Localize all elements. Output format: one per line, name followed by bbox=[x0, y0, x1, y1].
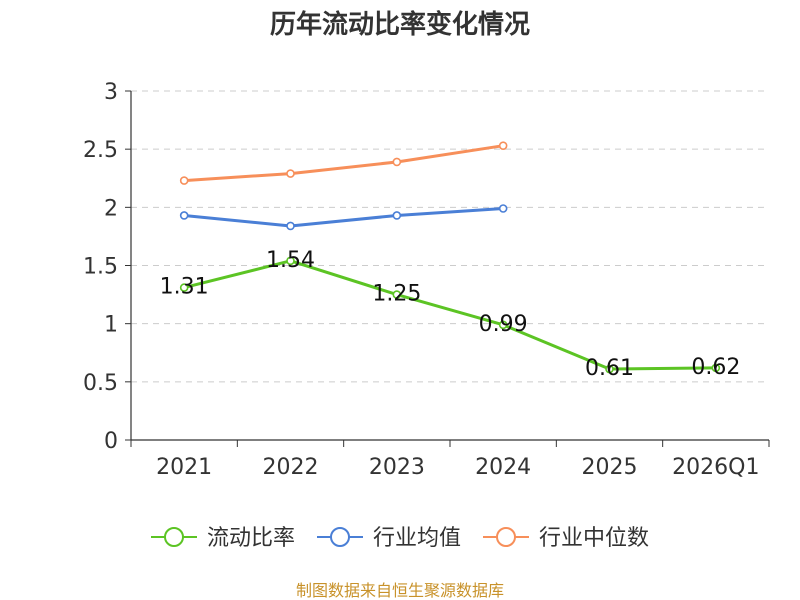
legend-label: 流动比率 bbox=[207, 526, 295, 551]
y-tick-label: 2.5 bbox=[83, 138, 118, 163]
data-point bbox=[286, 221, 295, 231]
x-tick-label: 2022 bbox=[263, 455, 319, 480]
data-label: 0.62 bbox=[691, 355, 740, 380]
x-tick-label: 2023 bbox=[369, 455, 425, 480]
data-label: 0.61 bbox=[585, 356, 634, 381]
legend: 流动比率 行业均值 行业中位数 bbox=[151, 526, 649, 551]
source-note: 制图数据来自恒生聚源数据库 bbox=[296, 581, 504, 600]
y-tick-label: 1 bbox=[104, 313, 118, 338]
y-tick-label: 0.5 bbox=[83, 371, 118, 396]
data-point bbox=[498, 204, 508, 213]
legend-marker-icon bbox=[330, 527, 350, 547]
legend-marker-icon bbox=[164, 527, 184, 547]
grid bbox=[131, 90, 769, 383]
data-label: 1.31 bbox=[160, 275, 209, 300]
series-line bbox=[184, 206, 504, 228]
data-point bbox=[498, 320, 508, 330]
data-point bbox=[392, 157, 402, 167]
legend-label: 行业均值 bbox=[373, 526, 461, 551]
data-point bbox=[286, 169, 295, 178]
x-tick-label: 2021 bbox=[156, 455, 212, 480]
y-tick-label: 3 bbox=[104, 80, 118, 105]
data-labels: 1.31 1.54 1.25 0.99 0.61 0.62 bbox=[160, 248, 741, 381]
y-tick-label: 0 bbox=[104, 429, 118, 454]
series-line bbox=[184, 144, 504, 183]
legend-label: 行业中位数 bbox=[539, 526, 649, 551]
data-label: 1.54 bbox=[266, 248, 315, 273]
data-point bbox=[286, 256, 295, 266]
data-label: 0.99 bbox=[479, 312, 528, 337]
data-label: 1.25 bbox=[372, 282, 421, 307]
data-point bbox=[605, 364, 614, 374]
x-tick-label: 2026Q1 bbox=[672, 455, 759, 480]
axes: 0 0.5 1 1.5 2 2.5 3 2021 2022 2023 2024 2025 2026Q1 bbox=[83, 80, 770, 480]
series-line bbox=[183, 259, 716, 371]
data-point bbox=[179, 211, 189, 220]
chart-title: 历年流动比率变化情况 bbox=[270, 9, 530, 40]
y-tick-label: 2 bbox=[104, 196, 118, 221]
series-layer bbox=[179, 141, 721, 374]
data-point bbox=[179, 176, 189, 185]
x-tick-label: 2024 bbox=[475, 455, 531, 480]
data-point bbox=[392, 290, 402, 299]
data-point bbox=[179, 283, 189, 292]
data-point bbox=[498, 141, 508, 150]
data-point bbox=[711, 363, 721, 373]
legend-marker-icon bbox=[496, 527, 516, 547]
data-point bbox=[392, 211, 402, 220]
y-tick-label: 1.5 bbox=[83, 255, 118, 280]
x-tick-label: 2025 bbox=[582, 455, 638, 480]
